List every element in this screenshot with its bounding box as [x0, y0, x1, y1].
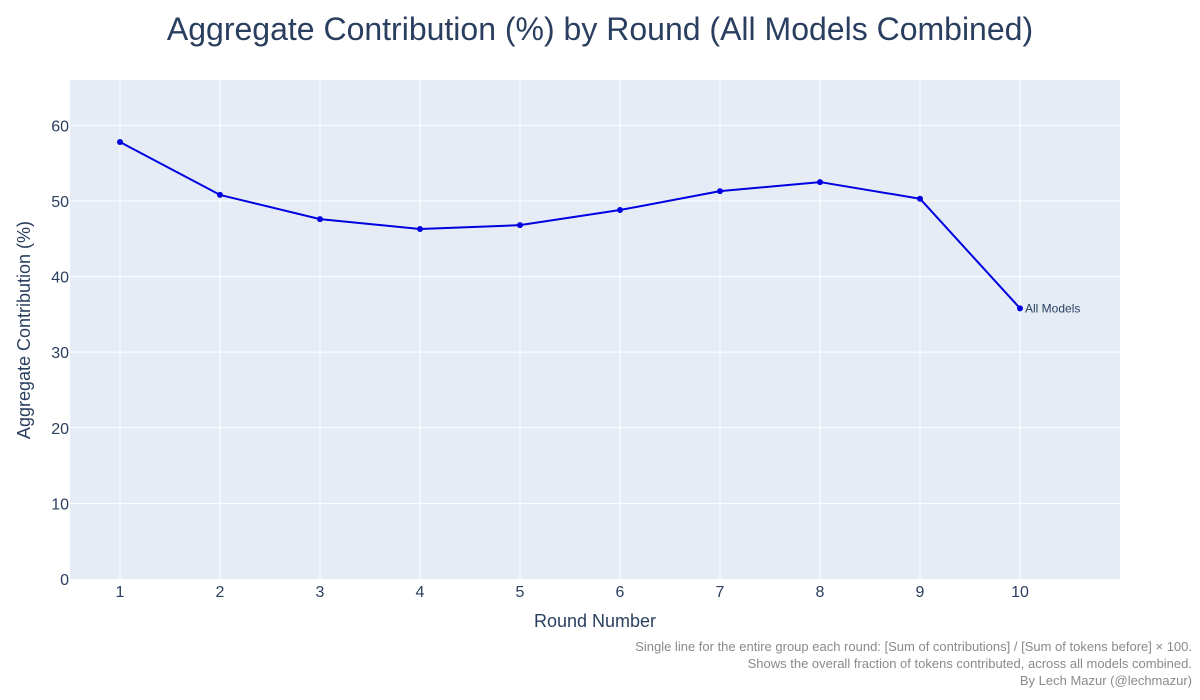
x-tick-label: 10: [1011, 584, 1029, 601]
x-tick-label: 8: [816, 584, 825, 601]
x-tick-label: 4: [416, 584, 425, 601]
data-point: [117, 138, 123, 145]
series-line: [119, 141, 1021, 310]
x-axis-title: Round Number: [534, 611, 656, 631]
data-point: [217, 191, 223, 198]
data-point: [717, 188, 723, 195]
footnote-line-2: Shows the overall fraction of tokens con…: [748, 656, 1192, 671]
x-axis-ticks: 1 2 3 4 5 6 7 8 9 10: [116, 584, 1029, 601]
plot-area: [70, 80, 1120, 579]
credit: By Lech Mazur (@lechmazur): [1020, 673, 1192, 688]
x-tick-label: 7: [716, 584, 725, 601]
series-layer: All Models: [117, 138, 1080, 315]
y-tick-label: 60: [51, 118, 69, 135]
footnote-line-1: Single line for the entire group each ro…: [635, 639, 1192, 654]
data-point: [617, 207, 623, 214]
y-tick-label: 10: [51, 496, 69, 513]
data-point: [817, 179, 823, 186]
x-tick-label: 5: [516, 584, 525, 601]
x-tick-label: 6: [616, 584, 625, 601]
x-tick-label: 1: [116, 584, 125, 601]
data-point: [517, 222, 523, 229]
y-axis-ticks: 0 10 20 30 40 50 60: [51, 118, 69, 589]
grid-lines: [70, 80, 1120, 579]
data-point: [317, 216, 323, 223]
data-point: [1017, 305, 1023, 312]
y-tick-label: 40: [51, 270, 69, 287]
data-point: [417, 225, 423, 232]
y-tick-label: 50: [51, 194, 69, 211]
y-tick-label: 20: [51, 421, 69, 438]
y-tick-label: 30: [51, 345, 69, 362]
series-end-label: All Models: [1025, 301, 1080, 315]
x-tick-label: 9: [916, 584, 925, 601]
y-axis-title: Aggregate Contribution (%): [14, 221, 34, 439]
data-point: [917, 195, 923, 202]
chart-title: Aggregate Contribution (%) by Round (All…: [167, 11, 1033, 47]
y-tick-label: 0: [60, 572, 69, 589]
x-tick-label: 2: [216, 584, 225, 601]
x-tick-label: 3: [316, 584, 325, 601]
